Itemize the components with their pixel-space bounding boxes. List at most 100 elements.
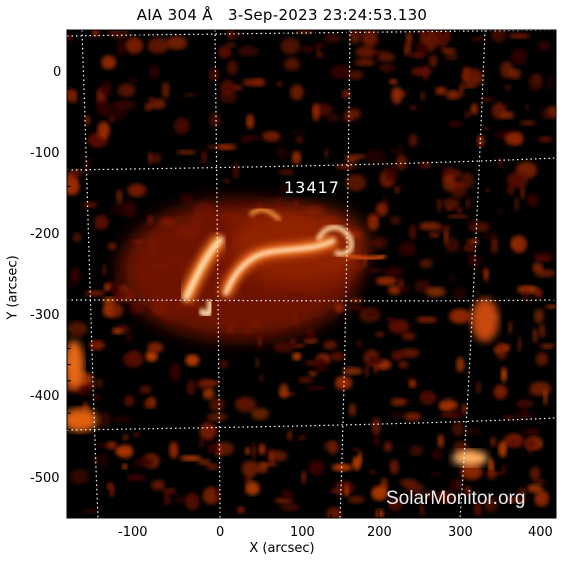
network-patch: [344, 483, 349, 497]
network-patch: [388, 78, 398, 85]
network-patch: [385, 163, 398, 182]
network-patch: [532, 478, 546, 485]
network-patch: [308, 460, 324, 476]
network-patch: [303, 337, 318, 344]
network-patch: [398, 242, 417, 257]
network-patch: [398, 278, 404, 289]
network-patch: [291, 343, 306, 348]
network-patch: [101, 55, 117, 70]
network-patch: [409, 104, 418, 111]
network-patch: [464, 110, 472, 119]
network-patch: [534, 269, 556, 278]
network-patch: [125, 330, 134, 343]
network-patch: [147, 151, 153, 165]
network-patch: [373, 431, 380, 448]
network-patch: [72, 232, 82, 242]
network-patch: [292, 199, 299, 207]
network-patch: [456, 207, 464, 214]
network-patch: [400, 348, 420, 359]
network-patch: [442, 197, 460, 210]
network-patch: [223, 178, 230, 184]
network-patch: [346, 70, 364, 80]
network-patch: [291, 150, 302, 165]
network-patch: [493, 384, 508, 400]
network-patch: [209, 112, 220, 128]
network-patch: [508, 33, 530, 39]
network-patch: [103, 283, 111, 292]
network-patch: [416, 316, 438, 324]
network-patch: [386, 316, 394, 322]
network-patch: [330, 64, 351, 79]
network-patch: [431, 449, 443, 461]
network-patch: [452, 287, 467, 300]
network-patch: [420, 91, 426, 101]
network-patch: [501, 464, 507, 474]
network-patch: [219, 90, 238, 104]
x-tick-label: -100: [118, 525, 148, 540]
network-patch: [278, 169, 295, 175]
network-patch: [351, 447, 362, 452]
network-patch: [483, 267, 489, 282]
network-patch: [389, 215, 401, 225]
network-patch: [534, 288, 543, 299]
network-patch: [108, 30, 129, 39]
network-patch: [464, 486, 472, 496]
network-patch: [425, 286, 446, 297]
network-patch: [176, 149, 197, 155]
watermark: SolarMonitor.org: [386, 488, 526, 509]
network-patch: [117, 38, 126, 57]
network-patch: [225, 42, 237, 48]
network-patch: [104, 302, 124, 319]
network-patch: [82, 508, 100, 514]
network-patch: [251, 442, 257, 460]
network-patch: [344, 108, 362, 120]
network-patch: [470, 103, 478, 115]
network-patch: [502, 414, 515, 421]
network-patch: [296, 30, 313, 35]
network-patch: [543, 389, 548, 406]
network-patch: [148, 96, 155, 103]
network-patch: [151, 479, 166, 491]
network-patch: [280, 37, 301, 55]
network-patch: [449, 180, 468, 198]
network-patch: [255, 357, 260, 368]
network-patch: [286, 429, 293, 441]
network-patch: [479, 231, 499, 239]
x-tick-label: 400: [528, 525, 553, 540]
network-patch: [401, 331, 416, 341]
network-patch: [209, 397, 225, 413]
network-patch: [520, 184, 525, 201]
network-patch: [85, 114, 91, 126]
network-patch: [355, 46, 377, 59]
network-patch: [182, 92, 199, 97]
network-patch: [533, 308, 545, 324]
network-patch: [99, 451, 108, 468]
network-patch: [197, 458, 212, 466]
network-patch: [139, 385, 152, 395]
y-tick-label: -300: [30, 308, 60, 323]
network-patch: [448, 120, 463, 128]
network-patch: [329, 489, 344, 494]
network-patch: [480, 96, 495, 103]
network-patch: [163, 492, 171, 506]
network-patch: [107, 242, 117, 251]
network-patch: [106, 441, 117, 450]
network-patch: [473, 501, 482, 517]
network-patch: [185, 492, 200, 511]
network-patch: [504, 497, 526, 503]
network-patch: [165, 35, 188, 50]
network-patch: [149, 64, 160, 80]
network-patch: [354, 30, 375, 36]
network-patch: [169, 441, 179, 459]
y-tick-label: -100: [30, 146, 60, 161]
network-patch: [524, 428, 539, 437]
network-patch: [88, 340, 105, 351]
network-patch: [245, 446, 251, 456]
network-patch: [276, 81, 283, 88]
network-patch: [207, 442, 219, 454]
network-patch: [532, 328, 538, 344]
solar-disk-image: [67, 30, 556, 518]
network-patch: [368, 356, 383, 365]
network-patch: [111, 328, 123, 335]
network-patch: [134, 457, 154, 467]
